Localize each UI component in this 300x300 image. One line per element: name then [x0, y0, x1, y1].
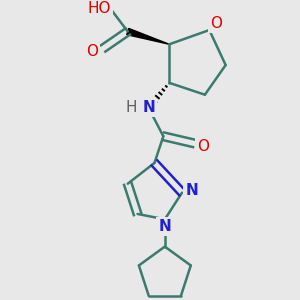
Text: N: N [158, 219, 171, 234]
Text: O: O [211, 16, 223, 31]
Text: H: H [125, 100, 137, 115]
Text: HO: HO [88, 1, 111, 16]
Text: O: O [86, 44, 98, 59]
Text: N: N [142, 100, 155, 115]
Polygon shape [127, 28, 169, 44]
Text: O: O [197, 139, 209, 154]
Text: N: N [185, 183, 198, 198]
